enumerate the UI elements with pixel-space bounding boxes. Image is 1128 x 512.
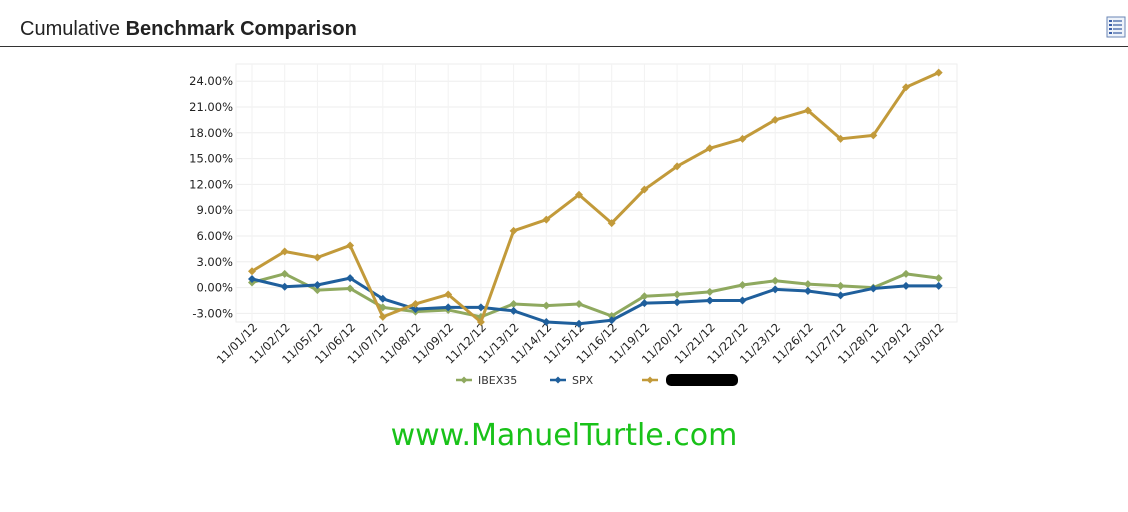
- data-point: [803, 280, 812, 289]
- legend-swatch-marker: [460, 376, 468, 384]
- series-line-redacted: [251, 71, 940, 324]
- data-point: [313, 253, 322, 262]
- legend-redaction: [666, 374, 738, 386]
- data-point: [771, 115, 780, 124]
- data-point: [248, 267, 256, 276]
- data-point: [640, 299, 649, 308]
- list-report-icon[interactable]: [1106, 16, 1126, 38]
- data-point: [444, 290, 453, 299]
- title-prefix: Cumulative: [20, 18, 126, 40]
- data-point: [542, 215, 551, 224]
- data-point: [803, 106, 812, 115]
- y-tick-label: 24.00%: [189, 74, 233, 88]
- data-point: [378, 294, 387, 303]
- data-point: [313, 281, 322, 290]
- y-tick-label: 6.00%: [196, 229, 233, 243]
- y-tick-label: 0.00%: [196, 281, 233, 295]
- data-point: [705, 296, 714, 305]
- data-point: [902, 281, 910, 290]
- data-point: [280, 247, 289, 256]
- benchmark-line-chart: 24.00% 21.00% 18.00% 15.00% 12.00% 9.00% 6.00%…: [189, 63, 958, 387]
- title-bold: Benchmark Comparison: [125, 18, 357, 40]
- data-point: [869, 131, 878, 140]
- data-point: [346, 241, 355, 250]
- y-tick-label: 9.00%: [196, 203, 233, 217]
- data-point: [607, 219, 616, 228]
- legend-label: IBEX35: [478, 374, 517, 387]
- page-title: Cumulative Benchmark Comparison: [20, 18, 357, 41]
- data-point: [738, 296, 747, 305]
- plot-area: [235, 63, 958, 323]
- header-divider: [0, 46, 1128, 47]
- y-tick-label: 18.00%: [189, 126, 233, 140]
- data-point: [902, 269, 910, 278]
- legend-label: SPX: [572, 374, 594, 387]
- data-point: [509, 299, 518, 308]
- y-tick-label: 21.00%: [189, 100, 233, 114]
- data-point: [280, 269, 289, 278]
- data-point: [869, 284, 878, 293]
- data-point: [771, 276, 780, 285]
- data-point: [836, 134, 845, 143]
- data-point: [542, 318, 551, 326]
- data-point: [640, 185, 649, 194]
- data-point: [575, 319, 583, 328]
- data-point: [509, 226, 518, 235]
- y-tick-label: 12.00%: [189, 177, 233, 191]
- data-point: [313, 286, 322, 295]
- data-point: [476, 318, 485, 326]
- data-point: [575, 190, 583, 199]
- data-point: [705, 144, 714, 153]
- data-point: [378, 312, 387, 321]
- data-point: [444, 303, 453, 312]
- y-tick-label: 15.00%: [189, 152, 233, 166]
- data-point: [346, 274, 355, 283]
- data-point: [738, 134, 747, 143]
- legend-swatch-marker: [554, 376, 562, 384]
- data-point: [738, 281, 747, 290]
- data-point: [575, 299, 583, 308]
- data-point: [346, 284, 355, 293]
- data-point: [934, 281, 943, 290]
- data-point: [705, 287, 714, 296]
- data-point: [607, 316, 616, 325]
- data-point: [673, 298, 682, 307]
- data-point: [509, 306, 518, 315]
- series-line-spx: [251, 276, 939, 326]
- series-line-ibex35: [251, 272, 939, 319]
- data-point: [673, 162, 682, 171]
- data-point: [934, 274, 943, 283]
- data-point: [542, 301, 551, 310]
- y-tick-label: 3.00%: [196, 255, 233, 269]
- data-point: [673, 290, 682, 299]
- data-point: [411, 299, 420, 308]
- data-point: [803, 287, 812, 296]
- data-point: [836, 281, 845, 290]
- data-point: [476, 303, 485, 312]
- data-point: [902, 83, 910, 92]
- data-point: [280, 282, 289, 291]
- data-point: [836, 291, 845, 300]
- header: Cumulative Benchmark Comparison: [0, 0, 1128, 47]
- data-point: [411, 305, 420, 314]
- watermark-url[interactable]: www.ManuelTurtle.com: [390, 418, 738, 453]
- data-point: [248, 275, 256, 283]
- y-tick-label: -3.00%: [192, 306, 233, 320]
- data-point: [640, 292, 649, 301]
- data-point: [934, 68, 943, 77]
- data-point: [771, 285, 780, 294]
- legend-swatch-marker: [646, 376, 654, 384]
